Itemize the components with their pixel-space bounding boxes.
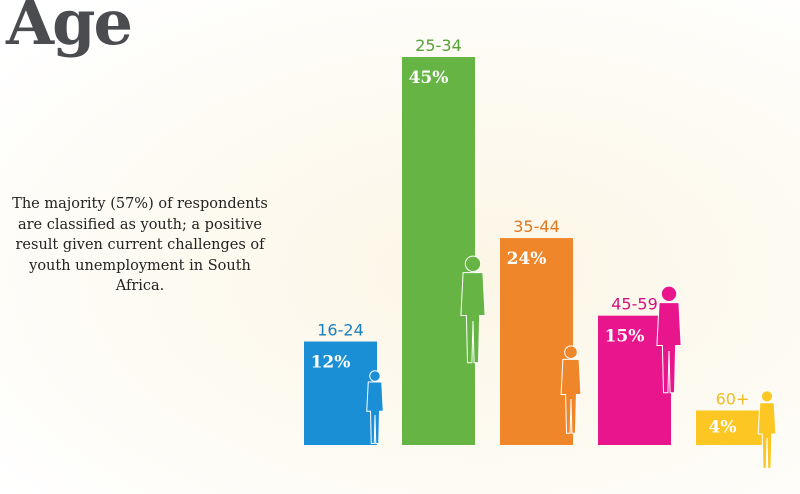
elderly-man-with-cane-silhouette-icon xyxy=(757,390,777,469)
bar-group-60+: 60+4% xyxy=(696,390,777,469)
bar xyxy=(304,341,377,445)
category-label: 35-44 xyxy=(513,217,560,236)
category-label: 45-59 xyxy=(611,295,658,314)
woman-with-tablet-silhouette-icon xyxy=(560,345,582,434)
value-label: 45% xyxy=(409,68,449,88)
bar-group-35-44: 35-44 24% xyxy=(500,217,582,445)
value-label: 4% xyxy=(709,418,737,438)
bar xyxy=(402,57,475,445)
bar-group-25-34: 25-34 45% xyxy=(402,36,486,445)
category-label: 25-34 xyxy=(415,36,462,55)
value-label: 12% xyxy=(311,353,351,373)
chart-annotation: The majority (57%) of respondents are cl… xyxy=(12,196,268,294)
bar xyxy=(696,410,769,445)
bar xyxy=(500,238,573,445)
bar-group-45-59: 45-59 15% xyxy=(598,285,682,445)
woman-with-bag-silhouette-icon xyxy=(656,285,682,394)
young-woman-silhouette-icon xyxy=(366,370,384,444)
bar-group-16-24: 16-24 12% xyxy=(304,321,384,445)
category-label: 60+ xyxy=(716,390,750,409)
value-label: 15% xyxy=(605,327,645,347)
chart-title: Age xyxy=(6,0,133,59)
value-label: 24% xyxy=(507,249,547,269)
man-silhouette-icon xyxy=(460,255,486,364)
category-label: 16-24 xyxy=(317,321,364,340)
